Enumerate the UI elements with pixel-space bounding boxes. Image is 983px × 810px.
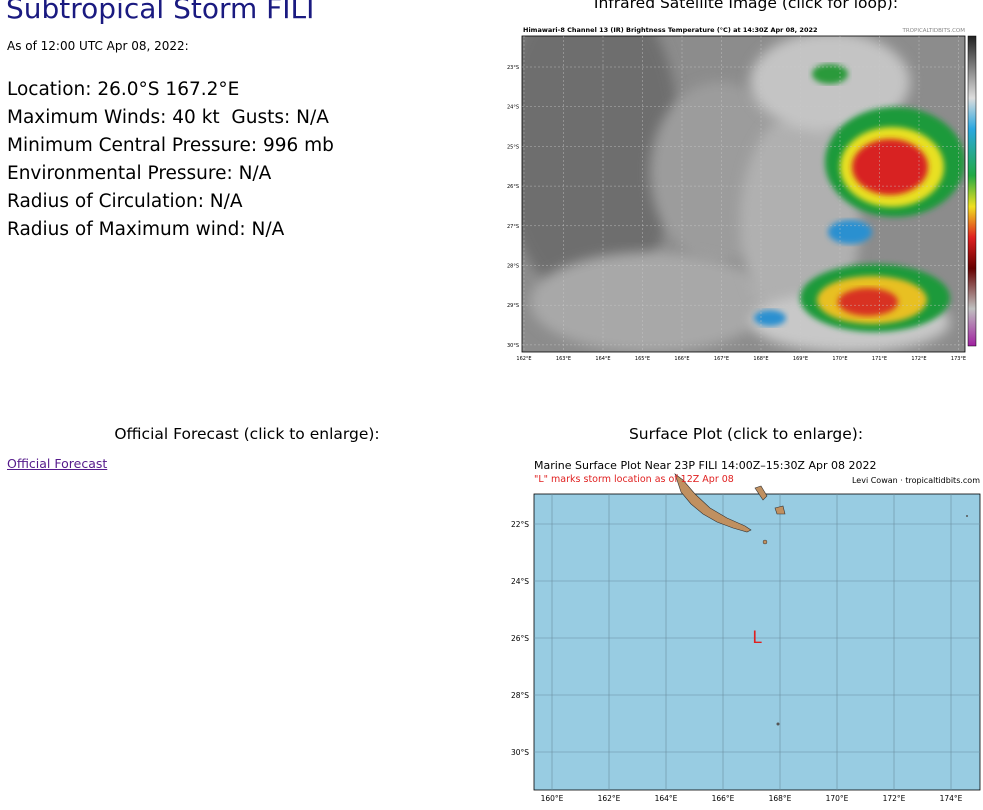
lon-label: 168°E	[753, 356, 768, 362]
lon-label: 170°E	[826, 794, 849, 803]
lon-label: 164°E	[595, 356, 610, 362]
lon-label: 166°E	[712, 794, 735, 803]
lon-label: 171°E	[872, 356, 887, 362]
lon-label: 162°E	[516, 356, 531, 362]
surface-plot-subtitle: "L" marks storm location as of 12Z Apr 0…	[534, 474, 734, 485]
surface-plot-title: Marine Surface Plot Near 23P FILI 14:00Z…	[534, 459, 876, 472]
lon-label: 164°E	[655, 794, 678, 803]
detail-line: Location: 26.0°S 167.2°E	[7, 79, 240, 100]
lat-label: 28°S	[511, 691, 529, 700]
detail-line: Radius of Circulation: N/A	[7, 191, 243, 212]
storm-title: Subtropical Storm FILI	[6, 0, 315, 25]
satellite-caption: Infrared Satellite Image (click for loop…	[593, 0, 899, 12]
satellite-image-title: Himawari-8 Channel 13 (IR) Brightness Te…	[523, 26, 818, 34]
lon-label: 172°E	[883, 794, 906, 803]
lat-label: 22°S	[511, 520, 529, 529]
satellite-credit: TROPICALTIDBITS.COM	[902, 28, 966, 34]
surface-plot-credit: Levi Cowan · tropicaltidbits.com	[852, 476, 980, 485]
lon-label: 172°E	[911, 356, 926, 362]
lat-label: 27°S	[507, 224, 519, 230]
lat-label: 26°S	[511, 634, 529, 643]
lat-label: 30°S	[507, 343, 519, 349]
storm-marker: L	[752, 628, 762, 648]
lat-label: 23°S	[507, 65, 519, 71]
lat-label: 25°S	[507, 144, 519, 150]
forecast-link[interactable]: Official Forecast	[7, 456, 108, 471]
detail-line: Radius of Maximum wind: N/A	[7, 219, 285, 240]
lon-label: 162°E	[598, 794, 621, 803]
detail-line: Maximum Winds: 40 kt Gusts: N/A	[7, 107, 329, 128]
surface-plot[interactable]: 22°S 24°S 26°S 28°S 30°S 160°E 162°E 164°E 166°E…	[505, 456, 983, 810]
lat-label: 30°S	[511, 748, 529, 757]
lat-label: 24°S	[511, 577, 529, 586]
lon-label: 169°E	[793, 356, 808, 362]
lon-label: 167°E	[714, 356, 729, 362]
surface-caption: Surface Plot (click to enlarge):	[628, 425, 864, 443]
lat-label: 28°S	[507, 264, 519, 270]
satellite-image[interactable]: Himawari-8 Channel 13 (IR) Brightness Te…	[500, 22, 983, 372]
as-of-time: As of 12:00 UTC Apr 08, 2022:	[7, 39, 189, 53]
detail-line: Environmental Pressure: N/A	[7, 163, 272, 184]
lon-label: 166°E	[674, 356, 689, 362]
lat-label: 29°S	[507, 303, 519, 309]
forecast-caption: Official Forecast (click to enlarge):	[114, 425, 380, 443]
lon-label: 170°E	[832, 356, 847, 362]
storm-details: Location: 26.0°S 167.2°E Maximum Winds: 4…	[7, 76, 334, 244]
lon-label: 174°E	[940, 794, 963, 803]
lon-label: 163°E	[556, 356, 571, 362]
lat-label: 26°S	[507, 184, 519, 190]
detail-line: Minimum Central Pressure: 996 mb	[7, 135, 334, 156]
lon-label: 168°E	[769, 794, 792, 803]
lat-label: 24°S	[507, 105, 519, 111]
lon-label: 165°E	[635, 356, 650, 362]
lon-label: 173°E	[951, 356, 966, 362]
lon-label: 160°E	[541, 794, 564, 803]
